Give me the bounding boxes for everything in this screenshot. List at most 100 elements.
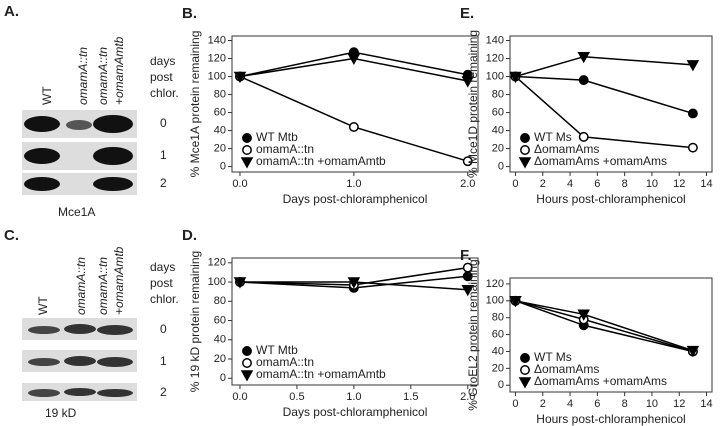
marker xyxy=(462,156,473,167)
legend-label: WT Ms xyxy=(534,130,572,144)
marker xyxy=(347,277,361,289)
marker xyxy=(233,71,247,84)
row-label: 0 xyxy=(160,116,167,130)
marker xyxy=(686,345,700,358)
marker xyxy=(509,71,522,84)
lane-label: +omamAmtb xyxy=(112,246,126,315)
x-tick-label: 1.0 xyxy=(346,178,361,190)
y-tick-label: 120 xyxy=(486,278,504,290)
y-axis-label: % 19 kD protein remaining xyxy=(188,251,202,392)
side-label: post xyxy=(150,276,173,290)
panel-label: C. xyxy=(4,227,19,244)
x-tick-label: 12 xyxy=(673,398,685,410)
y-tick-label: 40 xyxy=(492,124,504,136)
lane-label: omamA::tn xyxy=(96,257,110,315)
y-tick-label: 100 xyxy=(486,295,504,307)
x-tick-label: 1.0 xyxy=(346,391,361,403)
marker xyxy=(578,131,589,142)
plot-frame xyxy=(231,35,479,173)
y-tick-label: 0 xyxy=(498,161,504,173)
marker xyxy=(686,60,700,72)
series-line xyxy=(515,300,694,353)
y-tick-label: 20 xyxy=(214,142,226,154)
y-tick-label: 60 xyxy=(492,106,504,118)
y-tick-label: 100 xyxy=(208,276,226,288)
marker xyxy=(687,142,698,153)
legend-marker xyxy=(520,133,530,143)
plot-frame xyxy=(509,35,713,173)
panel-label: A. xyxy=(4,3,19,20)
legend-label: WT Ms xyxy=(534,350,572,364)
x-tick-label: 14 xyxy=(700,178,712,190)
y-axis-label: % Mce1A protein remaining xyxy=(188,31,202,178)
x-tick-label: 6 xyxy=(594,178,600,190)
marker xyxy=(577,51,590,64)
plot-frame xyxy=(231,257,479,386)
row-label: 1 xyxy=(160,148,167,162)
y-tick-label: 140 xyxy=(208,34,226,46)
marker xyxy=(461,76,475,88)
legend-label: omamA::tn xyxy=(256,355,314,369)
side-label: chlor. xyxy=(150,292,179,306)
row-label: 2 xyxy=(160,385,167,399)
row-label: 2 xyxy=(160,176,167,190)
legend-label: omamA::tn +omamAmtb xyxy=(256,154,386,168)
marker xyxy=(233,277,247,289)
legend-marker xyxy=(520,365,530,375)
legend-marker xyxy=(242,145,252,155)
legend-label: WT Mtb xyxy=(256,130,298,144)
marker xyxy=(687,108,698,119)
legend-marker xyxy=(518,377,532,389)
lane-label: WT xyxy=(40,86,54,105)
x-tick-label: 6 xyxy=(594,398,600,410)
x-tick-label: 0 xyxy=(512,398,518,410)
x-axis-label: Hours post-chloramphenicol xyxy=(536,412,685,426)
y-tick-label: 80 xyxy=(214,295,226,307)
legend-marker xyxy=(242,133,252,143)
legend-marker xyxy=(240,157,254,169)
y-tick-label: 20 xyxy=(492,142,504,154)
side-label: days xyxy=(150,260,175,274)
blot-caption: 19 kD xyxy=(45,406,77,420)
y-tick-label: 120 xyxy=(486,52,504,64)
blot-caption: Mce1A xyxy=(58,205,95,219)
y-tick-label: 40 xyxy=(492,345,504,357)
series-line xyxy=(515,55,693,78)
row-label: 0 xyxy=(160,322,167,336)
legend-label: omamA::tn xyxy=(256,142,314,156)
marker xyxy=(578,75,589,86)
y-tick-label: 20 xyxy=(214,353,226,365)
y-tick-label: 60 xyxy=(214,314,226,326)
marker xyxy=(461,285,475,297)
marker xyxy=(348,122,359,132)
legend-marker xyxy=(242,346,252,356)
side-label: post xyxy=(150,70,173,84)
legend-marker xyxy=(242,358,252,368)
y-tick-label: 80 xyxy=(492,88,504,100)
x-tick-label: 2 xyxy=(540,178,546,190)
legend-marker xyxy=(520,145,530,155)
y-axis-label: % GroEL2 protein remaining xyxy=(466,259,480,410)
panel-label: F. xyxy=(460,247,472,264)
x-tick-label: 4 xyxy=(567,398,573,410)
x-axis-label: Hours post-chloramphenicol xyxy=(536,192,685,206)
y-tick-label: 120 xyxy=(208,52,226,64)
x-tick-label: 10 xyxy=(646,398,658,410)
marker xyxy=(509,296,522,308)
legend-label: ΔomamAms xyxy=(534,142,599,156)
x-tick-label: 1.5 xyxy=(403,391,418,403)
y-tick-label: 120 xyxy=(208,257,226,269)
blot-a: A. WT omamA::tn omamA::tn +omamAmtb days… xyxy=(4,3,179,219)
y-tick-label: 20 xyxy=(492,362,504,374)
side-label: days xyxy=(150,54,175,68)
x-tick-label: 8 xyxy=(622,178,628,190)
y-tick-label: 100 xyxy=(486,70,504,82)
x-axis-label: Days post-chloramphenicol xyxy=(283,192,428,206)
x-tick-label: 0.5 xyxy=(289,391,304,403)
y-tick-label: 140 xyxy=(486,34,504,46)
legend-label: ΔomamAms +omamAms xyxy=(534,374,667,388)
lane-label: WT xyxy=(36,296,50,315)
x-axis-label: Days post-chloramphenicol xyxy=(283,405,428,419)
y-tick-label: 80 xyxy=(214,88,226,100)
